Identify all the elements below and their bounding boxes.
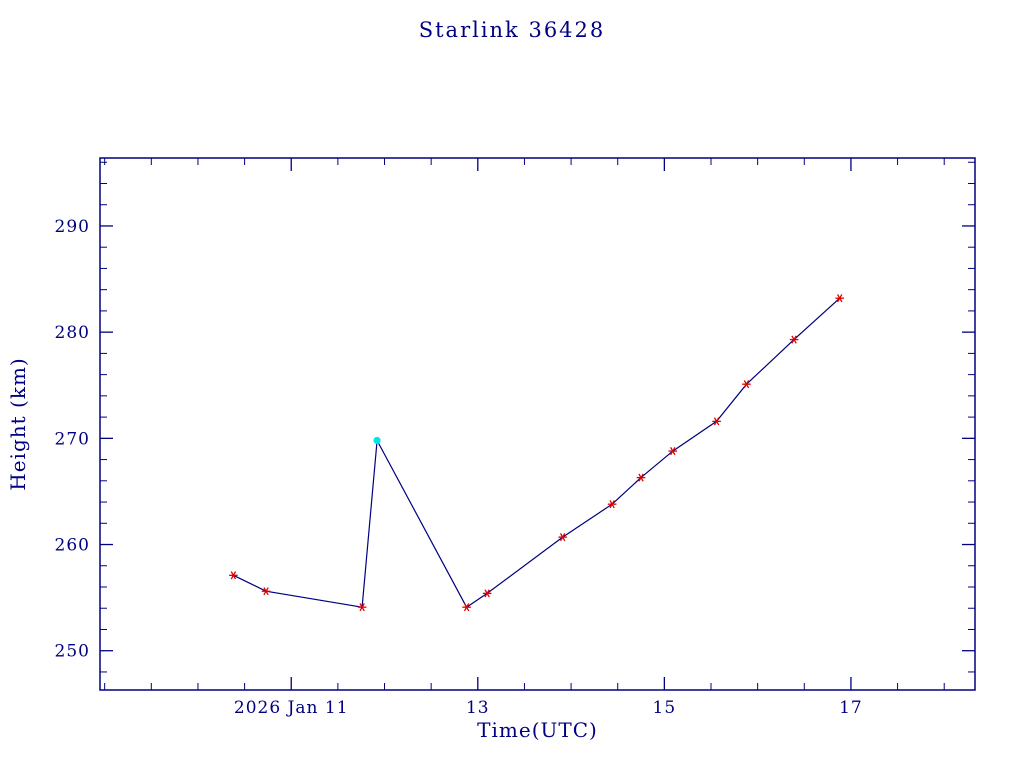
plot-frame xyxy=(99,157,976,691)
x-tick-label: 15 xyxy=(653,698,677,718)
data-point-marker xyxy=(791,335,797,344)
y-tick-label: 280 xyxy=(55,323,90,343)
data-line xyxy=(233,297,841,609)
data-point-marker xyxy=(559,533,566,542)
data-point-marker xyxy=(359,603,365,612)
x-tick-label: 17 xyxy=(839,698,863,718)
y-tick-label: 290 xyxy=(55,217,90,237)
data-point-marker xyxy=(609,500,615,509)
x-tick-label: 2026 Jan 11 xyxy=(234,698,349,718)
data-point-marker xyxy=(484,589,490,598)
y-tick-label: 270 xyxy=(55,429,90,449)
data-point-marker xyxy=(463,603,470,612)
x-axis-label: Time(UTC) xyxy=(477,718,598,742)
x-tick-label: 13 xyxy=(466,698,490,718)
highlight-marker xyxy=(373,436,381,445)
y-tick-label: 250 xyxy=(55,642,90,662)
data-point-marker xyxy=(670,447,676,456)
data-point-marker xyxy=(263,587,269,596)
data-point-marker xyxy=(713,417,720,426)
data-point-marker xyxy=(837,294,843,303)
y-tick-label: 260 xyxy=(55,536,90,556)
data-point-marker xyxy=(638,473,644,482)
data-point-marker xyxy=(230,571,237,580)
data-point-marker xyxy=(743,380,750,389)
chart-title: Starlink 36428 xyxy=(418,18,606,42)
